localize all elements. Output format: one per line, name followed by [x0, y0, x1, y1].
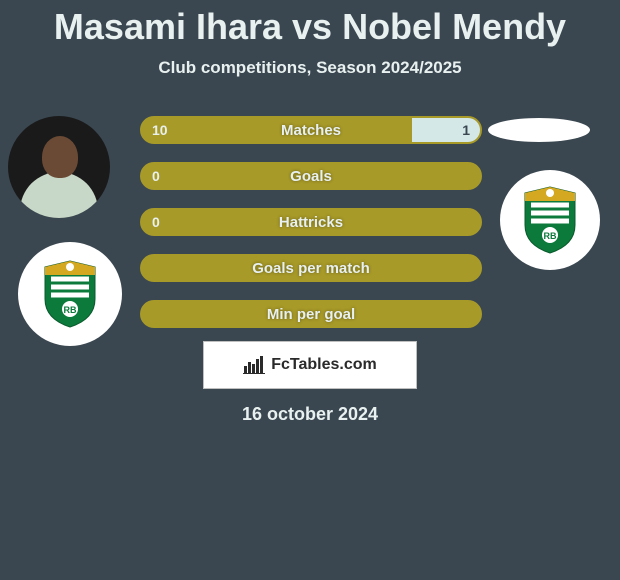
- stat-row-min-per-goal: Min per goal: [140, 300, 482, 328]
- stat-row-goals-per-match: Goals per match: [140, 254, 482, 282]
- betis-crest-icon: RB: [521, 185, 579, 255]
- stat-value-right: 1: [462, 118, 470, 142]
- player-left-avatar: [8, 116, 110, 218]
- avatar-head-shape: [42, 136, 78, 178]
- page-title: Masami Ihara vs Nobel Mendy: [0, 0, 620, 48]
- player-right-crest: RB: [500, 170, 600, 270]
- stat-label: Matches: [142, 118, 480, 142]
- stat-label: Hattricks: [142, 210, 480, 234]
- player-right-avatar-placeholder: [488, 118, 590, 142]
- svg-text:RB: RB: [64, 305, 77, 315]
- stat-row-matches: 10 Matches 1: [140, 116, 482, 144]
- brand-text: FcTables.com: [271, 356, 377, 374]
- bar-chart-icon: [243, 356, 265, 374]
- subtitle: Club competitions, Season 2024/2025: [0, 58, 620, 78]
- stat-value-left: 0: [152, 164, 160, 188]
- stat-row-hattricks: 0 Hattricks: [140, 208, 482, 236]
- stat-value-left: 10: [152, 118, 168, 142]
- stat-value-left: 0: [152, 210, 160, 234]
- brand-box: FcTables.com: [203, 341, 417, 389]
- stats-bars: 10 Matches 1 0 Goals 0 Hattricks Goals p…: [140, 116, 482, 346]
- stat-label: Goals per match: [142, 256, 480, 280]
- stat-row-goals: 0 Goals: [140, 162, 482, 190]
- betis-crest-icon: RB: [41, 259, 99, 329]
- svg-text:RB: RB: [544, 231, 557, 241]
- stat-label: Min per goal: [142, 302, 480, 326]
- stat-label: Goals: [142, 164, 480, 188]
- player-left-crest: RB: [18, 242, 122, 346]
- date-text: 16 october 2024: [0, 404, 620, 425]
- avatar-body-shape: [20, 172, 98, 218]
